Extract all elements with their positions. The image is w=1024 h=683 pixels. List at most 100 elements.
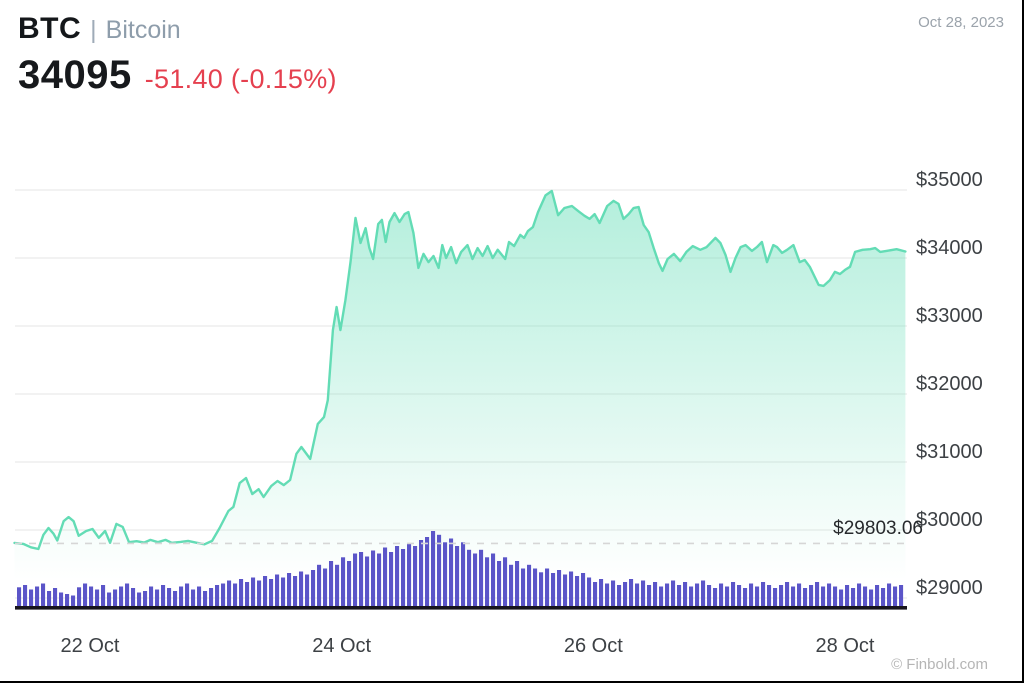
volume-bar xyxy=(137,592,142,606)
volume-bar xyxy=(797,583,802,606)
volume-bar xyxy=(503,557,508,607)
price-change: -51.40 (-0.15%) xyxy=(144,64,337,94)
volume-bar xyxy=(629,579,634,606)
volume-bar xyxy=(107,592,112,606)
volume-bar xyxy=(527,564,532,607)
volume-bar xyxy=(635,583,640,606)
volume-bar xyxy=(461,542,466,607)
volume-bar xyxy=(803,588,808,606)
price-area xyxy=(14,191,906,600)
volume-bar xyxy=(35,586,40,606)
volume-bar xyxy=(407,543,412,606)
volume-bar xyxy=(377,553,382,606)
volume-bar xyxy=(575,576,580,606)
volume-bar xyxy=(413,546,418,606)
volume-bar xyxy=(383,547,388,606)
volume-bar xyxy=(443,542,448,607)
y-axis-label: $31000 xyxy=(916,441,983,463)
threshold-price-label: $29803.06 xyxy=(833,518,923,539)
price-line xyxy=(13,189,907,551)
volume-bar xyxy=(563,574,568,606)
volume-bar xyxy=(617,585,622,606)
volume-bar xyxy=(467,549,472,607)
volume-bar xyxy=(65,594,70,606)
volume-bar xyxy=(827,583,832,606)
volume-bar xyxy=(155,589,160,606)
volume-bar xyxy=(815,582,820,606)
y-axis-label: $30000 xyxy=(916,509,983,531)
price-row: 34095 -51.40 (-0.15%) xyxy=(18,53,337,98)
volume-bar xyxy=(779,585,784,606)
volume-bar xyxy=(329,561,334,606)
chart-date: Oct 28, 2023 xyxy=(918,14,1004,31)
x-axis-label: 26 Oct xyxy=(563,635,623,657)
volume-bar xyxy=(341,557,346,607)
coin-name: Bitcoin xyxy=(105,16,181,44)
volume-bar xyxy=(701,580,706,606)
volume-bar xyxy=(899,585,904,606)
volume-bar xyxy=(77,587,82,607)
y-axis-label: $33000 xyxy=(916,305,983,327)
volume-bar xyxy=(791,586,796,606)
volume-bar xyxy=(389,552,394,606)
volume-bar xyxy=(707,585,712,606)
volume-bar xyxy=(131,588,136,606)
volume-bar xyxy=(437,534,442,607)
volume-bar xyxy=(671,580,676,606)
volume-bar xyxy=(539,572,544,607)
volume-bar xyxy=(545,568,550,606)
volume-bar xyxy=(749,583,754,606)
volume-bar xyxy=(497,561,502,606)
volume-bar xyxy=(401,549,406,606)
volume-bar xyxy=(275,574,280,606)
volume-bar xyxy=(485,557,490,607)
volume-bar xyxy=(317,564,322,607)
volume-bar xyxy=(569,571,574,606)
volume-bar xyxy=(89,586,94,606)
volume-bar xyxy=(581,573,586,606)
volume-bar xyxy=(41,583,46,606)
volume-bar xyxy=(71,595,76,606)
volume-bar xyxy=(113,589,118,606)
volume-bar xyxy=(605,583,610,606)
volume-bar xyxy=(665,583,670,606)
volume-bar xyxy=(335,564,340,607)
volume-bar xyxy=(305,574,310,606)
volume-bar xyxy=(59,592,64,606)
volume-bar xyxy=(95,589,100,606)
volume-bar xyxy=(755,586,760,606)
volume-bar xyxy=(869,589,874,606)
volume-bar xyxy=(221,583,226,606)
volume-bar xyxy=(431,531,436,606)
volume-bar xyxy=(179,586,184,606)
volume-bar xyxy=(353,553,358,606)
volume-bar xyxy=(839,589,844,606)
volume-bar xyxy=(203,591,208,606)
volume-bar xyxy=(173,591,178,606)
volume-bar xyxy=(161,585,166,606)
volume-bar xyxy=(245,582,250,606)
volume-bar xyxy=(857,583,862,606)
volume-bar xyxy=(419,540,424,606)
y-axis-label: $29000 xyxy=(916,577,983,599)
volume-bar xyxy=(365,556,370,606)
volume-bar xyxy=(281,577,286,606)
volume-bar xyxy=(773,588,778,606)
volume-bar xyxy=(809,585,814,606)
y-axis-label: $34000 xyxy=(916,237,983,259)
volume-bar xyxy=(641,580,646,606)
volume-bar xyxy=(887,583,892,606)
volume-bar xyxy=(737,585,742,606)
volume-bar xyxy=(251,577,256,606)
volume-bar xyxy=(311,570,316,606)
volume-bar xyxy=(521,568,526,606)
volume-bar xyxy=(215,585,220,606)
volume-bar xyxy=(293,576,298,606)
volume-bar xyxy=(863,586,868,606)
volume-bar xyxy=(509,564,514,607)
volume-bar xyxy=(611,580,616,606)
volume-bar xyxy=(557,570,562,606)
volume-bar xyxy=(533,568,538,606)
